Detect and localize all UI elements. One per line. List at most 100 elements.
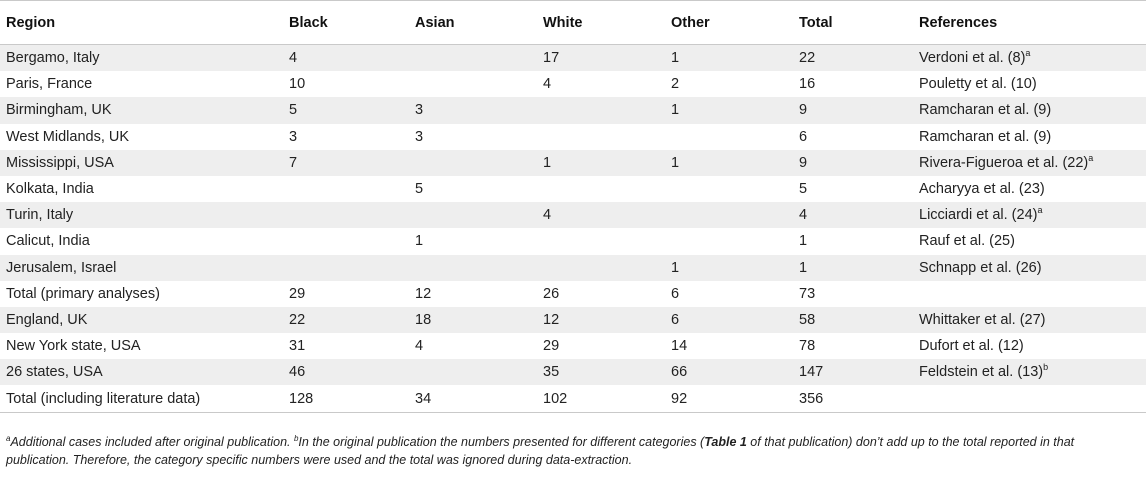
cell-region: West Midlands, UK — [0, 123, 283, 150]
cell-reference — [913, 280, 1146, 307]
cell-region: 26 states, USA — [0, 359, 283, 386]
cell-white — [537, 97, 665, 124]
reference-text: Rivera-Figueroa et al. (22) — [919, 154, 1089, 171]
cell-region: New York state, USA — [0, 333, 283, 360]
cell-region: Total (primary analyses) — [0, 280, 283, 307]
cell-white: 29 — [537, 333, 665, 360]
cell-black: 128 — [283, 385, 409, 413]
cell-black — [283, 254, 409, 281]
header-region: Region — [0, 0, 283, 45]
cell-black: 31 — [283, 333, 409, 360]
reference-text: Feldstein et al. (13) — [919, 364, 1044, 381]
reference-text: Licciardi et al. (24) — [919, 207, 1038, 224]
cell-region: Total (including literature data) — [0, 385, 283, 413]
reference-text: Whittaker et al. (27) — [919, 311, 1046, 328]
cell-reference: Acharyya et al. (23) — [913, 175, 1146, 203]
cell-black: 5 — [283, 97, 409, 124]
cell-black — [283, 228, 409, 255]
cell-total: 6 — [793, 123, 913, 150]
cell-black: 4 — [283, 44, 409, 72]
cell-reference: Dufort et al. (12) — [913, 333, 1146, 360]
cell-other: 6 — [665, 280, 793, 307]
cell-other: 1 — [665, 254, 793, 281]
cell-total: 22 — [793, 44, 913, 72]
table-row: Total (including literature data) 128 34 10… — [0, 385, 1146, 413]
table-body: Bergamo, Italy 4 17 1 22 Verdoni et al. (8)a P… — [0, 44, 1146, 413]
cell-asian — [409, 202, 537, 229]
cell-other: 66 — [665, 359, 793, 386]
cell-total: 1 — [793, 254, 913, 281]
footnote-b-text-1: In the original publication the numbers … — [298, 435, 705, 449]
cell-white — [537, 228, 665, 255]
cell-total: 4 — [793, 202, 913, 229]
cell-region: Calicut, India — [0, 228, 283, 255]
reference-text: Ramcharan et al. (9) — [919, 102, 1052, 119]
cell-total: 356 — [793, 385, 913, 413]
reference-footnote-mark: a — [1037, 205, 1043, 216]
cell-white: 35 — [537, 359, 665, 386]
cell-other: 2 — [665, 71, 793, 98]
cell-asian: 5 — [409, 175, 537, 203]
cell-reference: Whittaker et al. (27) — [913, 306, 1146, 334]
cell-asian: 18 — [409, 306, 537, 334]
cell-other: 1 — [665, 149, 793, 176]
reference-footnote-mark: a — [1088, 153, 1094, 164]
reference-text: Verdoni et al. (8) — [919, 50, 1026, 67]
cell-region: Birmingham, UK — [0, 97, 283, 124]
cell-other: 14 — [665, 333, 793, 360]
cell-reference: Verdoni et al. (8)a — [913, 44, 1146, 72]
cell-white: 4 — [537, 71, 665, 98]
cell-total: 73 — [793, 280, 913, 307]
data-table: Region Black Asian White Other Total Ref… — [0, 0, 1146, 413]
table-row: 26 states, USA 46 35 66 147 Feldstein et al. … — [0, 359, 1146, 386]
cell-other — [665, 202, 793, 229]
table-row: Kolkata, India 5 5 Acharyya et al. (23) — [0, 175, 1146, 203]
cell-black: 3 — [283, 123, 409, 150]
header-white: White — [537, 0, 665, 45]
cell-total: 1 — [793, 228, 913, 255]
cell-asian: 34 — [409, 385, 537, 413]
cell-region: Jerusalem, Israel — [0, 254, 283, 281]
cell-reference: Pouletty et al. (10) — [913, 71, 1146, 98]
cell-asian — [409, 44, 537, 72]
cell-reference: Licciardi et al. (24)a — [913, 202, 1146, 229]
cell-other: 1 — [665, 44, 793, 72]
cell-asian: 3 — [409, 97, 537, 124]
table-row: New York state, USA 31 4 29 14 78 Dufort et al… — [0, 333, 1146, 360]
footnote-b-text-2: of that publication) don’t add up to the… — [6, 435, 1075, 467]
table-footnote: aAdditional cases included after origina… — [6, 433, 1140, 469]
reference-footnote-mark: a — [1025, 48, 1031, 59]
cell-white: 102 — [537, 385, 665, 413]
cell-black: 7 — [283, 149, 409, 176]
cell-reference: Ramcharan et al. (9) — [913, 97, 1146, 124]
cell-asian: 4 — [409, 333, 537, 360]
cell-other: 1 — [665, 97, 793, 124]
reference-text: Acharyya et al. (23) — [919, 181, 1045, 198]
cell-white: 12 — [537, 306, 665, 334]
cell-region: Paris, France — [0, 71, 283, 98]
header-asian: Asian — [409, 0, 537, 45]
cell-black: 46 — [283, 359, 409, 386]
table-row: Total (primary analyses) 29 12 26 6 73 — [0, 280, 1146, 307]
cell-asian — [409, 359, 537, 386]
table-row: Mississippi, USA 7 1 1 9 Rivera-Figueroa et a… — [0, 149, 1146, 176]
table-row: England, UK 22 18 12 6 58 Whittaker et al. (27… — [0, 306, 1146, 334]
cell-region: Kolkata, India — [0, 175, 283, 203]
header-total: Total — [793, 0, 913, 45]
cell-black — [283, 202, 409, 229]
cell-asian — [409, 71, 537, 98]
cell-black — [283, 175, 409, 203]
reference-text: Ramcharan et al. (9) — [919, 128, 1052, 145]
cell-total: 58 — [793, 306, 913, 334]
footnote-b-bold: Table 1 — [704, 435, 747, 449]
reference-footnote-mark: b — [1043, 362, 1049, 373]
header-row: Region Black Asian White Other Total Ref… — [0, 0, 1146, 45]
cell-white — [537, 175, 665, 203]
reference-text: Pouletty et al. (10) — [919, 76, 1037, 93]
cell-white: 26 — [537, 280, 665, 307]
cell-other — [665, 228, 793, 255]
cell-other: 6 — [665, 306, 793, 334]
table-row: Bergamo, Italy 4 17 1 22 Verdoni et al. (8)a — [0, 44, 1146, 72]
cell-reference: Rauf et al. (25) — [913, 228, 1146, 255]
cell-total: 9 — [793, 97, 913, 124]
